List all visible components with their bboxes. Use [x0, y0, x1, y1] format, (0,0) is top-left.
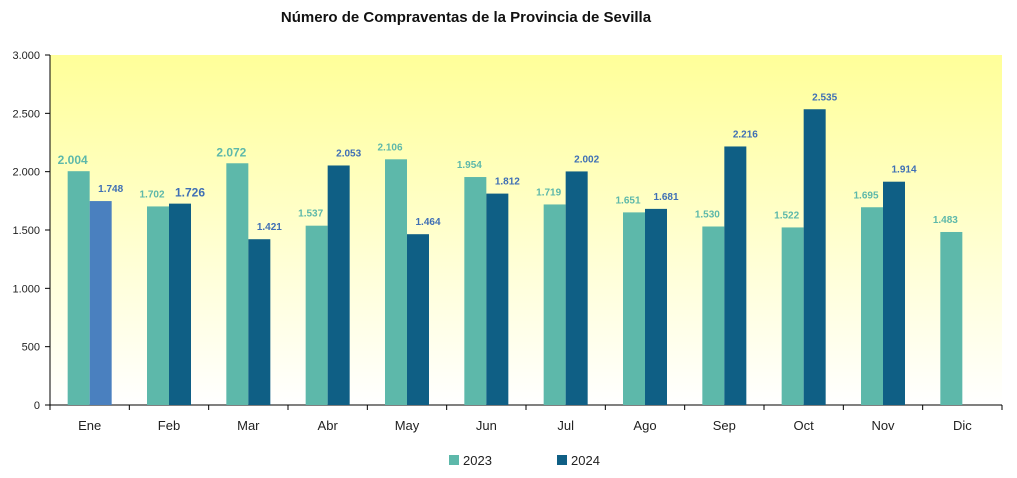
bar-2023-ene — [67, 171, 90, 405]
legend-swatch-2024 — [557, 455, 567, 465]
bar-2023-dic — [940, 231, 963, 405]
data-label-2023: 1.651 — [615, 195, 640, 206]
y-tick-label: 3.000 — [12, 50, 40, 62]
x-tick-label: Nov — [871, 418, 895, 433]
x-tick-label: Ago — [633, 418, 656, 433]
data-label-2023: 1.522 — [774, 210, 799, 221]
bar-2023-sep — [702, 226, 725, 405]
data-label-2023: 1.530 — [695, 210, 720, 221]
data-label-2023: 1.695 — [853, 190, 878, 201]
x-tick-label: May — [395, 418, 420, 433]
bar-2023-mar — [226, 163, 249, 405]
bar-2024-may — [407, 234, 429, 405]
legend-label-2024: 2024 — [571, 453, 600, 468]
plot-area — [50, 55, 1002, 405]
data-label-2024: 1.726 — [175, 186, 205, 200]
y-tick-label: 1.000 — [12, 283, 40, 295]
data-label-2024: 1.812 — [495, 177, 520, 188]
bar-2023-abr — [305, 225, 328, 405]
data-label-2024: 1.914 — [891, 165, 916, 176]
y-tick-label: 2.500 — [12, 108, 40, 120]
bar-2024-mar — [248, 239, 271, 405]
bar-2024-jul — [565, 171, 588, 405]
data-label-2023: 2.072 — [216, 145, 246, 159]
y-tick-label: 0 — [34, 400, 40, 412]
data-label-2024: 2.535 — [812, 92, 837, 103]
bar-2023-feb — [147, 206, 169, 405]
data-label-2024: 2.216 — [733, 129, 758, 140]
bar-2024-sep — [724, 146, 747, 405]
data-label-2023: 2.106 — [377, 142, 402, 153]
bar-2023-nov — [861, 207, 883, 405]
data-label-2023: 1.719 — [536, 187, 561, 198]
x-tick-label: Sep — [713, 418, 736, 433]
data-label-2024: 1.464 — [415, 217, 440, 228]
bar-2024-abr — [327, 165, 350, 405]
data-label-2023: 1.537 — [298, 209, 323, 220]
bar-2023-ago — [623, 212, 645, 405]
x-tick-label: Mar — [237, 418, 260, 433]
data-label-2023: 2.004 — [58, 153, 88, 167]
bar-2024-oct — [803, 109, 826, 405]
data-label-2024: 2.002 — [574, 154, 599, 165]
bar-2024-ene — [89, 201, 112, 405]
chart-title: Número de Compraventas de la Provincia d… — [281, 9, 652, 26]
x-tick-label: Jul — [557, 418, 574, 433]
data-label-2023: 1.702 — [139, 189, 164, 200]
bar-2024-jun — [486, 193, 509, 405]
bar-2023-jun — [464, 177, 487, 405]
data-label-2024: 1.748 — [98, 184, 123, 195]
x-tick-label: Ene — [78, 418, 101, 433]
y-tick-label: 1.500 — [12, 225, 40, 237]
x-tick-label: Oct — [794, 418, 815, 433]
y-tick-label: 500 — [22, 342, 40, 354]
bar-2023-oct — [781, 227, 804, 405]
bar-2024-feb — [169, 203, 191, 405]
y-tick-label: 2.000 — [12, 167, 40, 179]
data-label-2024: 2.053 — [336, 148, 361, 159]
data-label-2023: 1.954 — [457, 160, 482, 171]
legend-label-2023: 2023 — [463, 453, 492, 468]
data-label-2024: 1.421 — [257, 222, 282, 233]
x-tick-label: Dic — [953, 418, 972, 433]
bar-2023-may — [385, 159, 407, 405]
data-label-2023: 1.483 — [933, 215, 958, 226]
data-label-2024: 1.681 — [653, 192, 678, 203]
bar-2024-nov — [883, 181, 905, 405]
legend-swatch-2023 — [449, 455, 459, 465]
bar-2024-ago — [645, 208, 667, 405]
bar-2023-jul — [543, 204, 566, 405]
x-tick-label: Abr — [318, 418, 339, 433]
x-tick-label: Feb — [158, 418, 180, 433]
x-tick-label: Jun — [476, 418, 497, 433]
